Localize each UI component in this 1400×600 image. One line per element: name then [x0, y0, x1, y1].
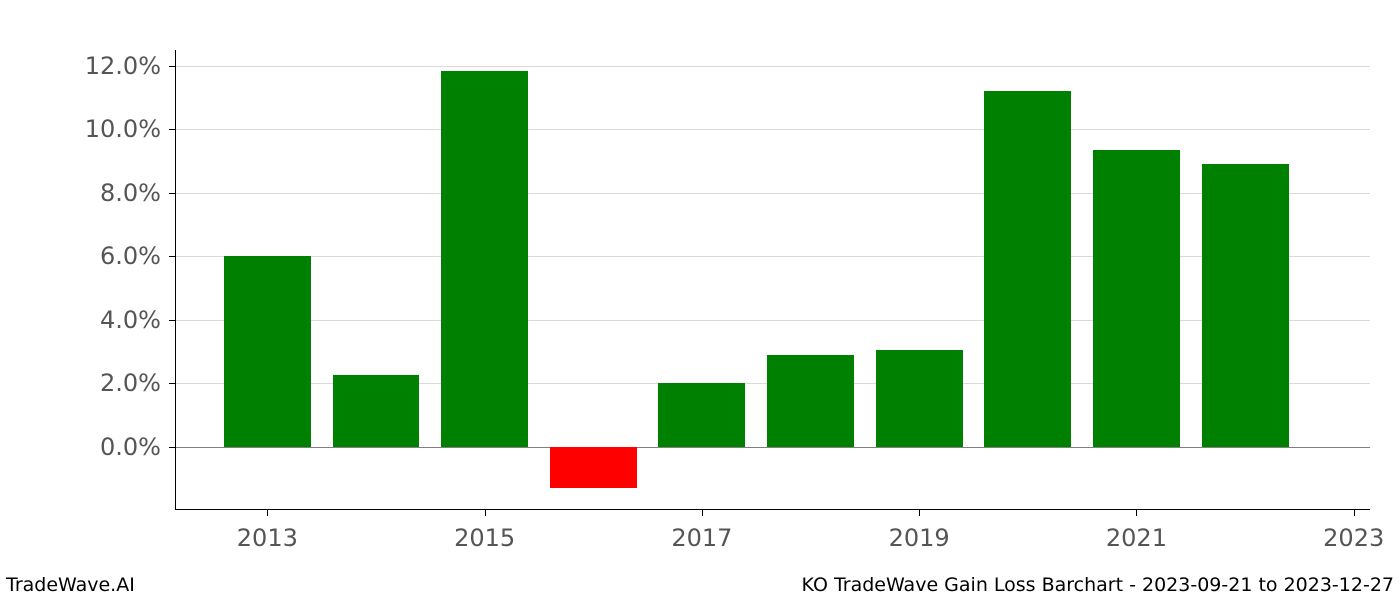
y-tick-label: 2.0% [100, 369, 175, 397]
x-tick-label: 2017 [671, 510, 732, 552]
gridline [175, 193, 1370, 194]
gridline [175, 256, 1370, 257]
y-tick-label: 10.0% [85, 115, 175, 143]
bar-2020 [984, 91, 1071, 446]
y-axis-spine [175, 50, 176, 510]
bar-2015 [441, 71, 528, 447]
y-tick-label: 12.0% [85, 52, 175, 80]
bar-2022 [1202, 164, 1289, 446]
x-tick-label: 2023 [1323, 510, 1384, 552]
bar-2016 [550, 447, 637, 488]
bar-2014 [333, 375, 420, 446]
bar-2018 [767, 355, 854, 447]
bar-2019 [876, 350, 963, 447]
x-tick-label: 2021 [1106, 510, 1167, 552]
x-tick-label: 2019 [889, 510, 950, 552]
y-tick-label: 6.0% [100, 242, 175, 270]
plot-area: 0.0%2.0%4.0%6.0%8.0%10.0%12.0%2013201520… [175, 50, 1370, 510]
x-tick-label: 2013 [237, 510, 298, 552]
x-tick-label: 2015 [454, 510, 515, 552]
gridline [175, 129, 1370, 130]
gain-loss-barchart: 0.0% 2.0% 4.0% 6.0% 8.0% 10.0% 12.0% 2013 2015 20… [0, 0, 1400, 600]
bar-2021 [1093, 150, 1180, 447]
gridline [175, 320, 1370, 321]
bar-2013 [224, 256, 311, 446]
x-axis-spine [175, 509, 1370, 510]
gridline [175, 66, 1370, 67]
y-tick-label: 8.0% [100, 179, 175, 207]
y-tick-label: 0.0% [100, 433, 175, 461]
footer-left-text: TradeWave.AI [6, 574, 135, 596]
y-tick-label: 4.0% [100, 306, 175, 334]
zero-line [175, 447, 1370, 449]
bar-2017 [658, 383, 745, 446]
footer-right-text: KO TradeWave Gain Loss Barchart - 2023-0… [802, 574, 1394, 596]
